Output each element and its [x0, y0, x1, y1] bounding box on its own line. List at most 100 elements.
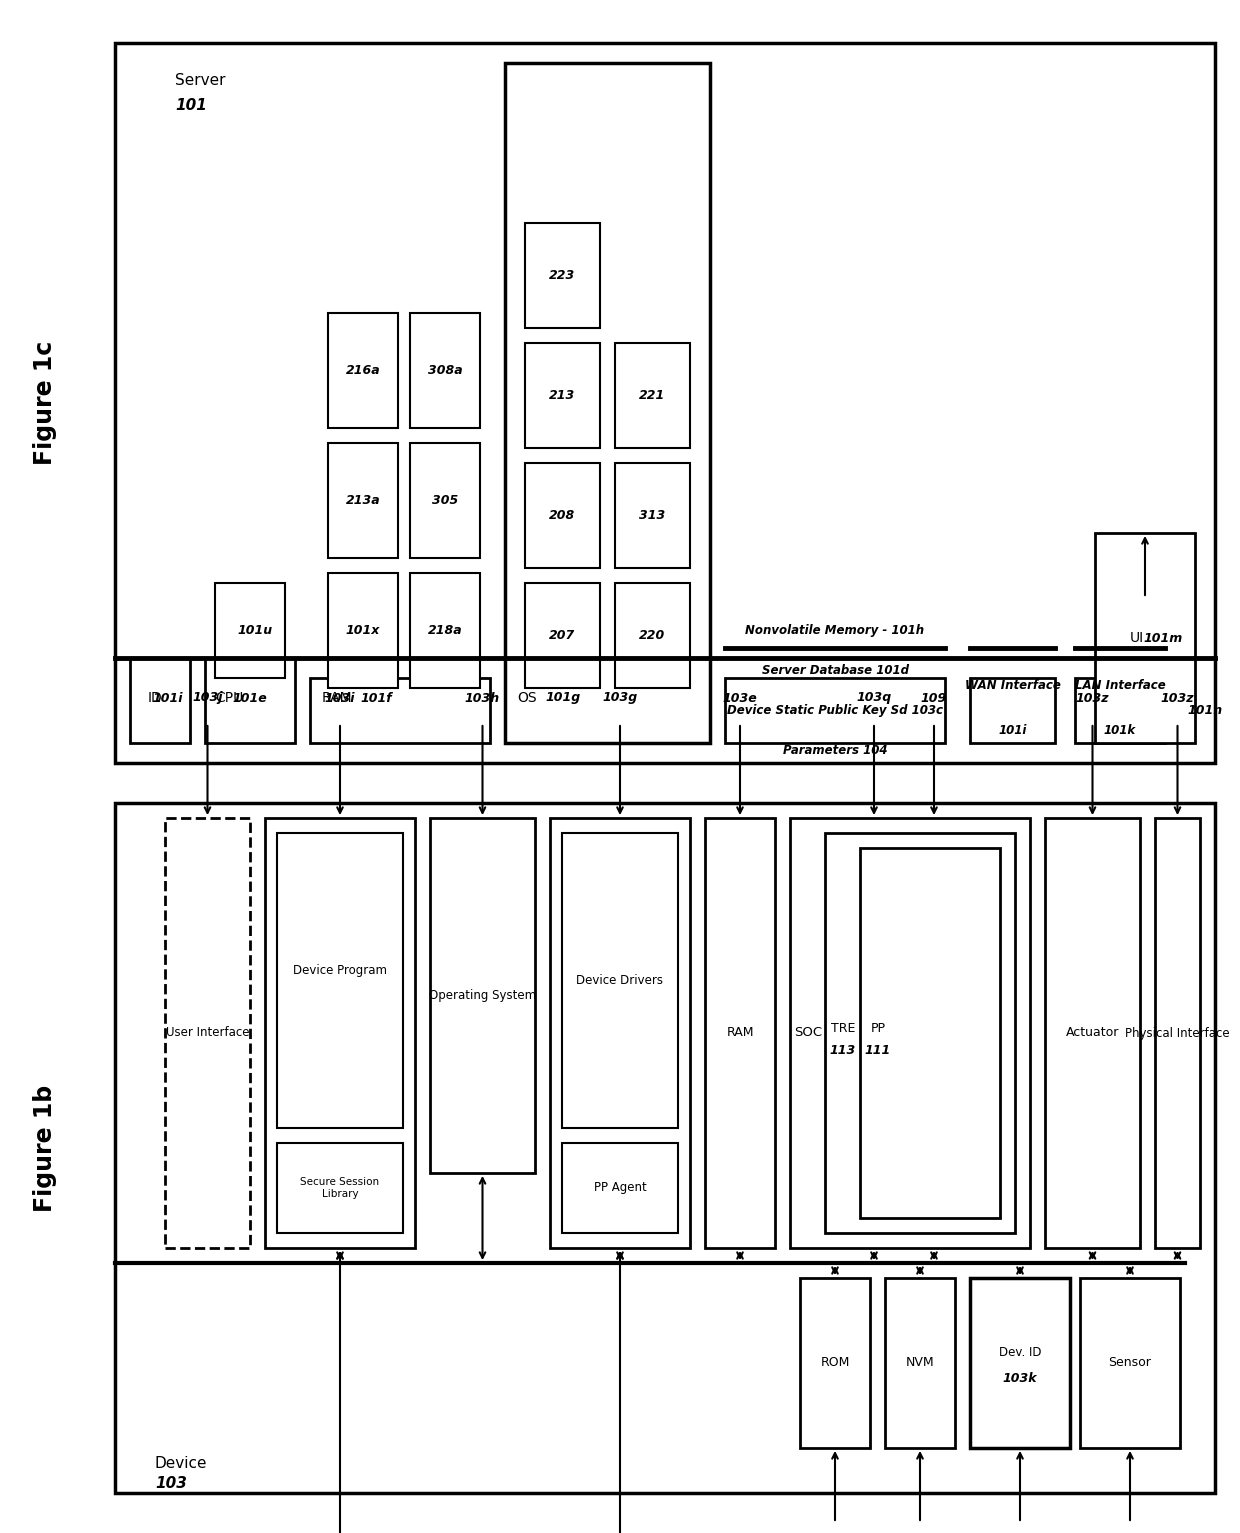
- FancyBboxPatch shape: [725, 678, 945, 744]
- Text: NVM: NVM: [905, 1357, 934, 1369]
- Text: 101: 101: [175, 98, 207, 113]
- Text: 113: 113: [830, 1044, 856, 1058]
- Text: 101u: 101u: [237, 624, 273, 638]
- FancyBboxPatch shape: [115, 43, 1215, 763]
- Text: 101m: 101m: [1143, 632, 1183, 644]
- Text: Figure 1b: Figure 1b: [33, 1084, 57, 1211]
- FancyBboxPatch shape: [1045, 819, 1140, 1248]
- FancyBboxPatch shape: [525, 463, 600, 569]
- Text: PP Agent: PP Agent: [594, 1182, 646, 1194]
- Text: 308a: 308a: [428, 363, 463, 377]
- Text: PP: PP: [870, 1021, 885, 1035]
- Text: 207: 207: [549, 629, 575, 642]
- Text: 101g: 101g: [546, 691, 580, 705]
- Text: 103j: 103j: [192, 691, 223, 705]
- FancyBboxPatch shape: [970, 678, 1055, 744]
- FancyBboxPatch shape: [265, 819, 415, 1248]
- Text: Server: Server: [175, 74, 226, 87]
- Text: 101x: 101x: [346, 624, 381, 638]
- Text: 103q: 103q: [857, 691, 892, 705]
- FancyBboxPatch shape: [1075, 678, 1166, 744]
- Text: Nonvolatile Memory - 101h: Nonvolatile Memory - 101h: [745, 624, 925, 638]
- FancyBboxPatch shape: [505, 63, 711, 744]
- Text: 103z: 103z: [1161, 691, 1194, 705]
- Text: 213a: 213a: [346, 494, 381, 507]
- Text: 103z: 103z: [1076, 691, 1110, 705]
- FancyBboxPatch shape: [615, 343, 689, 448]
- Text: Sensor: Sensor: [1109, 1357, 1152, 1369]
- FancyBboxPatch shape: [410, 313, 480, 428]
- FancyBboxPatch shape: [790, 819, 1030, 1248]
- Text: Device Static Public Key Sd 103c: Device Static Public Key Sd 103c: [727, 704, 942, 717]
- FancyBboxPatch shape: [885, 1279, 955, 1449]
- Text: TRE: TRE: [831, 1021, 856, 1035]
- Text: 101n: 101n: [1188, 704, 1223, 717]
- FancyBboxPatch shape: [615, 583, 689, 688]
- Text: ROM: ROM: [821, 1357, 849, 1369]
- Text: CPU: CPU: [215, 691, 243, 705]
- FancyBboxPatch shape: [277, 832, 403, 1128]
- Text: 103i: 103i: [325, 691, 355, 705]
- FancyBboxPatch shape: [562, 832, 678, 1128]
- FancyBboxPatch shape: [205, 658, 295, 744]
- FancyBboxPatch shape: [525, 583, 600, 688]
- FancyBboxPatch shape: [551, 819, 689, 1248]
- FancyBboxPatch shape: [800, 1279, 870, 1449]
- FancyBboxPatch shape: [410, 443, 480, 558]
- Text: 111: 111: [864, 1044, 892, 1058]
- FancyBboxPatch shape: [329, 443, 398, 558]
- Text: 101e: 101e: [233, 691, 268, 705]
- Text: Parameters 104: Parameters 104: [782, 744, 888, 757]
- Text: Device Program: Device Program: [293, 964, 387, 977]
- FancyBboxPatch shape: [277, 1144, 403, 1233]
- FancyBboxPatch shape: [615, 463, 689, 569]
- Text: 223: 223: [549, 268, 575, 282]
- FancyBboxPatch shape: [165, 819, 250, 1248]
- FancyBboxPatch shape: [410, 573, 480, 688]
- FancyBboxPatch shape: [430, 819, 534, 1173]
- Text: Actuator: Actuator: [1066, 1027, 1120, 1039]
- Text: 103: 103: [155, 1475, 187, 1490]
- FancyBboxPatch shape: [861, 848, 999, 1219]
- Text: UI: UI: [1130, 632, 1145, 645]
- Text: 313: 313: [640, 509, 666, 523]
- Text: Figure 1c: Figure 1c: [33, 340, 57, 464]
- Text: 305: 305: [432, 494, 458, 507]
- Text: 101f: 101f: [360, 691, 392, 705]
- Text: Secure Session
Library: Secure Session Library: [300, 1177, 379, 1199]
- Text: Server Database 101d: Server Database 101d: [761, 664, 909, 678]
- Text: 220: 220: [640, 629, 666, 642]
- Text: Operating System: Operating System: [429, 989, 536, 1003]
- FancyBboxPatch shape: [310, 678, 490, 744]
- FancyBboxPatch shape: [525, 222, 600, 328]
- Text: Physical Interface: Physical Interface: [1125, 1027, 1230, 1039]
- Text: User Interface: User Interface: [166, 1027, 249, 1039]
- FancyBboxPatch shape: [130, 658, 190, 744]
- Text: 109: 109: [921, 691, 947, 705]
- Text: RAM: RAM: [322, 691, 352, 705]
- Text: 221: 221: [640, 389, 666, 402]
- FancyBboxPatch shape: [1095, 533, 1195, 744]
- FancyBboxPatch shape: [215, 583, 285, 678]
- Text: OS: OS: [517, 691, 537, 705]
- FancyBboxPatch shape: [562, 1144, 678, 1233]
- Text: RAM: RAM: [727, 1027, 754, 1039]
- Text: 103e: 103e: [723, 691, 758, 705]
- FancyBboxPatch shape: [329, 313, 398, 428]
- Text: 103h: 103h: [465, 691, 500, 705]
- FancyBboxPatch shape: [115, 803, 1215, 1493]
- FancyBboxPatch shape: [1080, 1279, 1180, 1449]
- Text: SOC: SOC: [794, 1027, 822, 1039]
- FancyBboxPatch shape: [1154, 819, 1200, 1248]
- Text: 218a: 218a: [428, 624, 463, 638]
- Text: ID: ID: [148, 691, 162, 705]
- Text: 103g: 103g: [603, 691, 637, 705]
- FancyBboxPatch shape: [825, 832, 1016, 1233]
- FancyBboxPatch shape: [329, 573, 398, 688]
- Text: 103k: 103k: [1003, 1372, 1038, 1384]
- Text: WAN Interface: WAN Interface: [965, 679, 1060, 691]
- Text: 208: 208: [549, 509, 575, 523]
- Text: 101i: 101i: [998, 724, 1027, 737]
- Text: 216a: 216a: [346, 363, 381, 377]
- Text: 101k: 101k: [1104, 724, 1136, 737]
